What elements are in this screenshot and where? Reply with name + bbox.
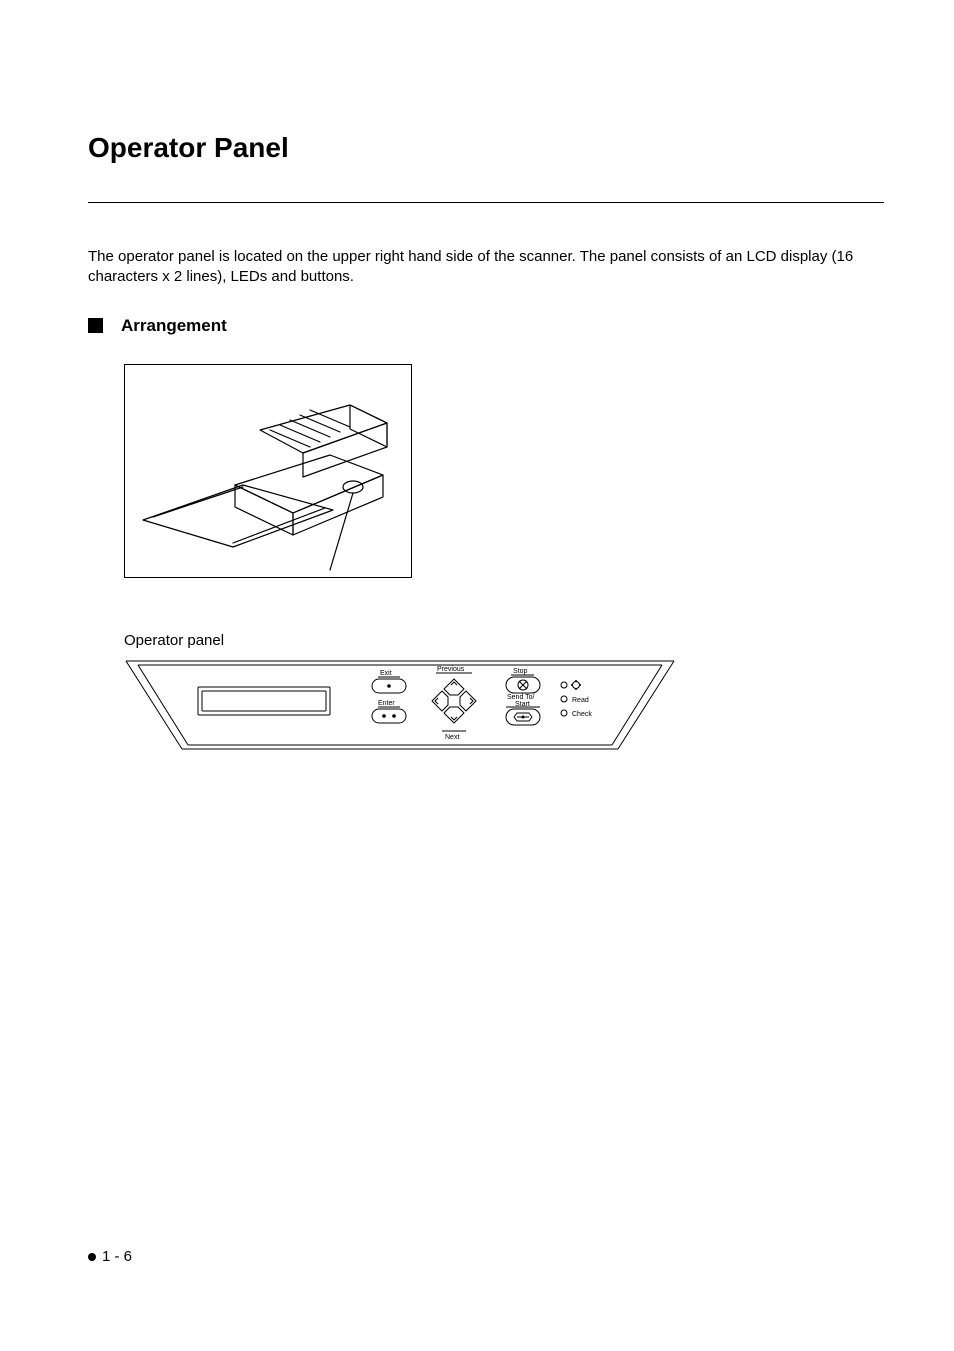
scanner-line-art-icon: [125, 365, 411, 577]
bullet-icon: [88, 1253, 96, 1261]
send-start-label-2: Start: [515, 701, 530, 708]
square-bullet-icon: [88, 318, 103, 333]
operator-panel-svg: Exit Enter Previous Next Stop Send To/ S…: [124, 659, 676, 751]
subheading-row: Arrangement: [88, 316, 884, 336]
scanner-illustration: [124, 364, 412, 578]
subheading: Arrangement: [121, 316, 227, 336]
next-label: Next: [445, 734, 459, 741]
read-led-label: Read: [572, 697, 589, 704]
send-start-label-1: Send To/: [507, 694, 535, 701]
figure-area: Operator panel: [124, 364, 884, 751]
title-divider: [88, 202, 884, 203]
operator-panel-diagram: Exit Enter Previous Next Stop Send To/ S…: [124, 659, 676, 751]
figure-caption: Operator panel: [124, 632, 884, 649]
stop-label: Stop: [513, 668, 528, 675]
previous-label: Previous: [437, 666, 465, 673]
page-number: 1 - 6: [102, 1248, 132, 1265]
check-led-label: Check: [572, 711, 592, 718]
exit-label: Exit: [380, 670, 392, 677]
page-title: Operator Panel: [88, 132, 884, 164]
intro-paragraph: The operator panel is located on the upp…: [88, 247, 884, 288]
enter-label: Enter: [378, 700, 395, 707]
page-footer: 1 - 6: [88, 1248, 132, 1265]
